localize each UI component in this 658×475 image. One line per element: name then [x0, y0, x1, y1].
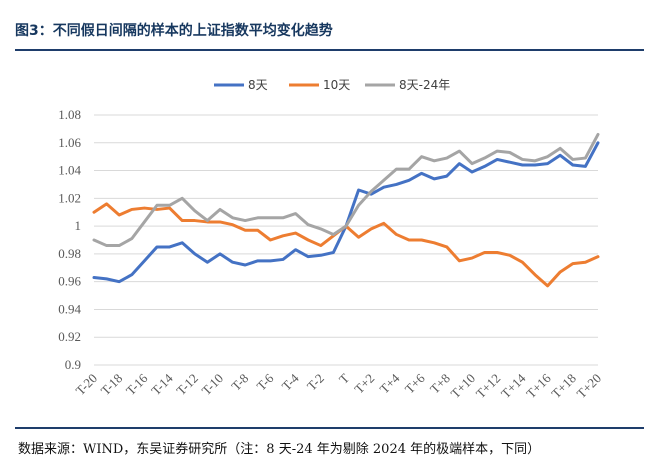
y-axis-ticks: 0.9 0.92 0.94 0.96 0.98 1 1.02 1.04 1.06 1.08: [58, 107, 81, 372]
y-tick-label: 0.96: [58, 274, 81, 289]
x-tick-label: T-4: [279, 370, 302, 393]
x-tick-label: T+16: [523, 370, 554, 401]
source-note: 数据来源：WIND，东吴证券研究所（注：8 天-24 年为剔除 2024 年的极…: [18, 442, 541, 457]
x-tick-label: T-12: [173, 371, 201, 399]
y-tick-label: 1.04: [58, 163, 81, 178]
x-tick-label: T-16: [123, 370, 151, 398]
x-tick-label: T-20: [72, 371, 100, 399]
x-tick-label: T+20: [574, 371, 605, 402]
legend-label: 8天-24年: [399, 78, 450, 92]
title-divider: [15, 49, 644, 51]
legend-label: 8天: [248, 78, 268, 92]
x-tick-label: T-2: [304, 371, 327, 394]
gridlines: [94, 114, 598, 366]
legend-label: 10天: [323, 78, 350, 92]
y-tick-label: 0.98: [58, 246, 81, 261]
x-tick-label: T+14: [498, 370, 529, 401]
chart-title: 图3：不同假日间隔的样本的上证指数平均变化趋势: [15, 23, 333, 39]
series-line-3: [92, 132, 600, 248]
series-line-2: [92, 202, 600, 288]
y-tick-label: 1.08: [58, 107, 81, 122]
legend: 8天 10天 8天-24年: [214, 78, 450, 92]
x-axis-ticks: T-20T-18T-16T-14T-12T-10 T-8 T-6 T-4 T-2 T T+2…: [72, 370, 604, 401]
x-tick-label: T: [336, 370, 352, 386]
x-tick-label: T-18: [98, 371, 126, 399]
x-tick-label: T+4: [377, 370, 403, 396]
x-tick-label: T+2: [351, 371, 377, 397]
y-tick-label: 1.06: [58, 135, 81, 150]
x-tick-label: T+12: [473, 371, 504, 402]
x-tick-label: T-8: [228, 371, 251, 394]
x-tick-label: T-14: [148, 370, 176, 398]
x-tick-label: T+10: [448, 371, 479, 402]
y-tick-label: 0.94: [58, 301, 81, 316]
series-lines: [92, 132, 600, 288]
x-tick-label: T+6: [402, 370, 428, 396]
x-tick-label: T-6: [253, 370, 276, 393]
y-tick-label: 0.9: [65, 357, 81, 372]
y-tick-label: 1: [75, 218, 82, 233]
y-tick-label: 1.02: [58, 190, 81, 205]
x-tick-label: T+18: [548, 371, 579, 402]
y-tick-label: 0.92: [58, 329, 81, 344]
x-tick-label: T-10: [198, 371, 226, 399]
footer-divider: [15, 427, 644, 429]
